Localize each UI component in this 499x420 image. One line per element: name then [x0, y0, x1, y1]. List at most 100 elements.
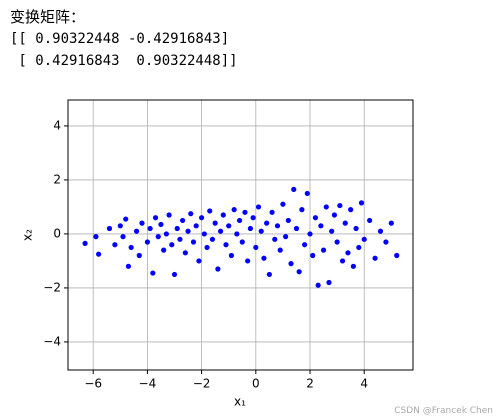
point — [96, 251, 102, 257]
point — [299, 207, 305, 213]
point — [388, 220, 394, 226]
console-output: 变换矩阵： [[ 0.90322448 -0.42916843] [ 0.4291… — [10, 6, 238, 72]
point — [82, 240, 88, 246]
x-tick-label: −2 — [193, 377, 211, 391]
point — [323, 204, 329, 210]
point — [185, 228, 191, 234]
point — [201, 231, 207, 237]
point — [136, 252, 142, 259]
point — [339, 258, 346, 264]
point — [348, 207, 354, 213]
matrix-line: [[ 0.90322448 -0.42916843] — [10, 31, 230, 47]
x-tick-label: −4 — [139, 377, 157, 391]
point — [307, 231, 313, 237]
point — [177, 236, 183, 242]
point — [255, 204, 262, 210]
point — [345, 250, 351, 256]
matrix-line: [ 0.42916843 0.90322448]] — [10, 53, 238, 69]
watermark: CSDN @Francek Chen — [394, 406, 493, 416]
point — [228, 252, 235, 259]
point — [161, 247, 167, 253]
point — [288, 261, 294, 267]
point — [144, 239, 151, 245]
point — [312, 215, 319, 221]
point — [274, 223, 281, 229]
y-tick-label: 0 — [53, 226, 61, 240]
point — [245, 258, 251, 264]
point — [234, 231, 240, 237]
y-tick-label: −4 — [43, 334, 61, 348]
point — [171, 271, 178, 278]
point — [291, 186, 297, 192]
point — [310, 252, 316, 259]
point — [331, 212, 338, 218]
point — [358, 200, 365, 206]
x-tick-label: 2 — [306, 377, 314, 391]
point — [301, 242, 308, 248]
point — [196, 258, 202, 264]
point — [318, 223, 324, 229]
point — [337, 202, 343, 209]
point — [394, 252, 400, 259]
point — [120, 234, 126, 240]
point — [356, 244, 362, 251]
point — [193, 223, 199, 229]
point — [112, 242, 118, 248]
y-axis-label: x₂ — [21, 229, 35, 241]
point — [361, 236, 367, 242]
point — [296, 269, 302, 275]
point — [93, 234, 99, 240]
point — [155, 234, 161, 240]
point — [169, 242, 175, 248]
y-tick-label: −2 — [43, 280, 61, 294]
y-tick-label: 2 — [53, 172, 61, 186]
x-axis-label: x₁ — [234, 395, 246, 409]
point — [334, 239, 340, 245]
point — [166, 212, 172, 218]
point — [133, 228, 140, 234]
point — [277, 247, 283, 253]
point — [125, 263, 132, 269]
plot-frame — [67, 99, 414, 371]
point — [372, 255, 378, 261]
point — [215, 266, 221, 272]
point — [253, 244, 259, 251]
point — [342, 220, 348, 226]
point — [220, 212, 226, 218]
y-tick-label: 4 — [53, 118, 61, 132]
point — [188, 211, 194, 217]
point — [147, 225, 153, 232]
point — [266, 271, 272, 278]
point — [326, 279, 332, 286]
point — [280, 201, 286, 207]
point — [217, 228, 224, 234]
point — [231, 207, 237, 213]
point — [174, 225, 180, 232]
point — [190, 239, 197, 245]
point — [261, 255, 267, 261]
point — [152, 215, 159, 221]
point — [223, 242, 229, 248]
point — [139, 220, 145, 226]
point — [123, 216, 129, 222]
point — [247, 225, 253, 232]
point — [163, 231, 169, 237]
point — [283, 234, 289, 240]
point — [250, 215, 256, 221]
output-label: 变换矩阵： — [10, 8, 86, 26]
point — [367, 217, 373, 224]
point — [293, 225, 300, 232]
point — [128, 244, 134, 251]
point — [182, 250, 188, 256]
point — [212, 220, 218, 226]
point — [315, 282, 321, 288]
point — [285, 217, 291, 224]
point — [304, 190, 310, 197]
point — [204, 244, 210, 251]
point — [158, 221, 164, 228]
point — [199, 215, 205, 221]
x-tick-label: 0 — [252, 377, 260, 391]
point — [207, 208, 213, 214]
